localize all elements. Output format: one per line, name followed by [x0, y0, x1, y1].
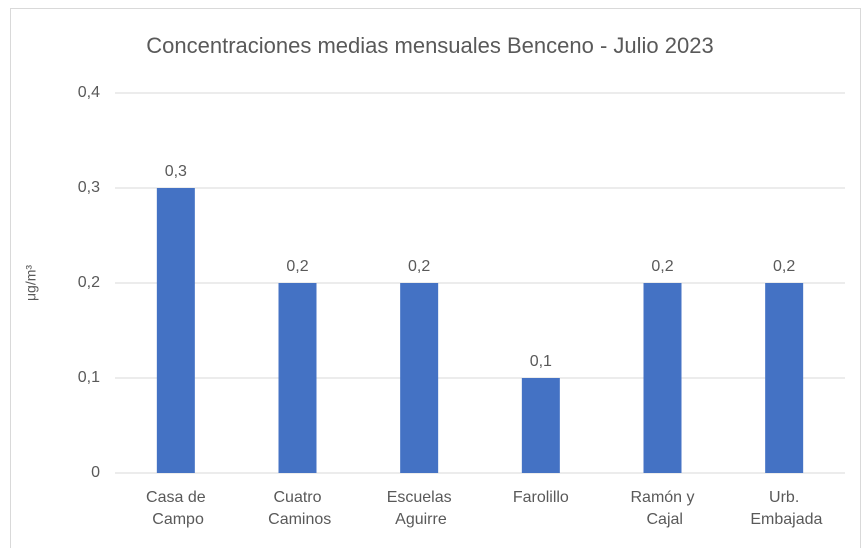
bar	[400, 283, 439, 473]
x-tick-label: Farolillo	[513, 489, 569, 506]
data-label: 0,2	[651, 258, 673, 275]
y-tick-label: 0	[91, 464, 100, 481]
y-tick-label: 0,3	[78, 179, 100, 196]
x-tick-label: Urb. Embajada	[746, 489, 823, 528]
bar	[643, 283, 682, 473]
x-tick-label: Cuatro Caminos	[264, 489, 332, 528]
y-axis-label: μg/m³	[23, 265, 39, 301]
bar	[156, 188, 195, 473]
y-tick-label: 0,1	[78, 369, 100, 386]
data-label: 0,2	[773, 258, 795, 275]
bar	[521, 378, 560, 473]
x-tick-label: Escuelas Aguirre	[387, 489, 452, 528]
data-label: 0,2	[286, 258, 308, 275]
chart-title: Concentraciones medias mensuales Benceno…	[146, 33, 713, 58]
bar	[278, 283, 317, 473]
data-label: 0,1	[530, 353, 552, 370]
y-tick-label: 0,4	[78, 84, 100, 101]
data-label: 0,2	[408, 258, 430, 275]
y-tick-label: 0,2	[78, 274, 100, 291]
x-tick-label: Casa de Campo	[146, 489, 206, 528]
x-tick-label: Ramón y Cajal	[630, 489, 694, 528]
bar	[765, 283, 804, 473]
data-label: 0,3	[165, 163, 187, 180]
